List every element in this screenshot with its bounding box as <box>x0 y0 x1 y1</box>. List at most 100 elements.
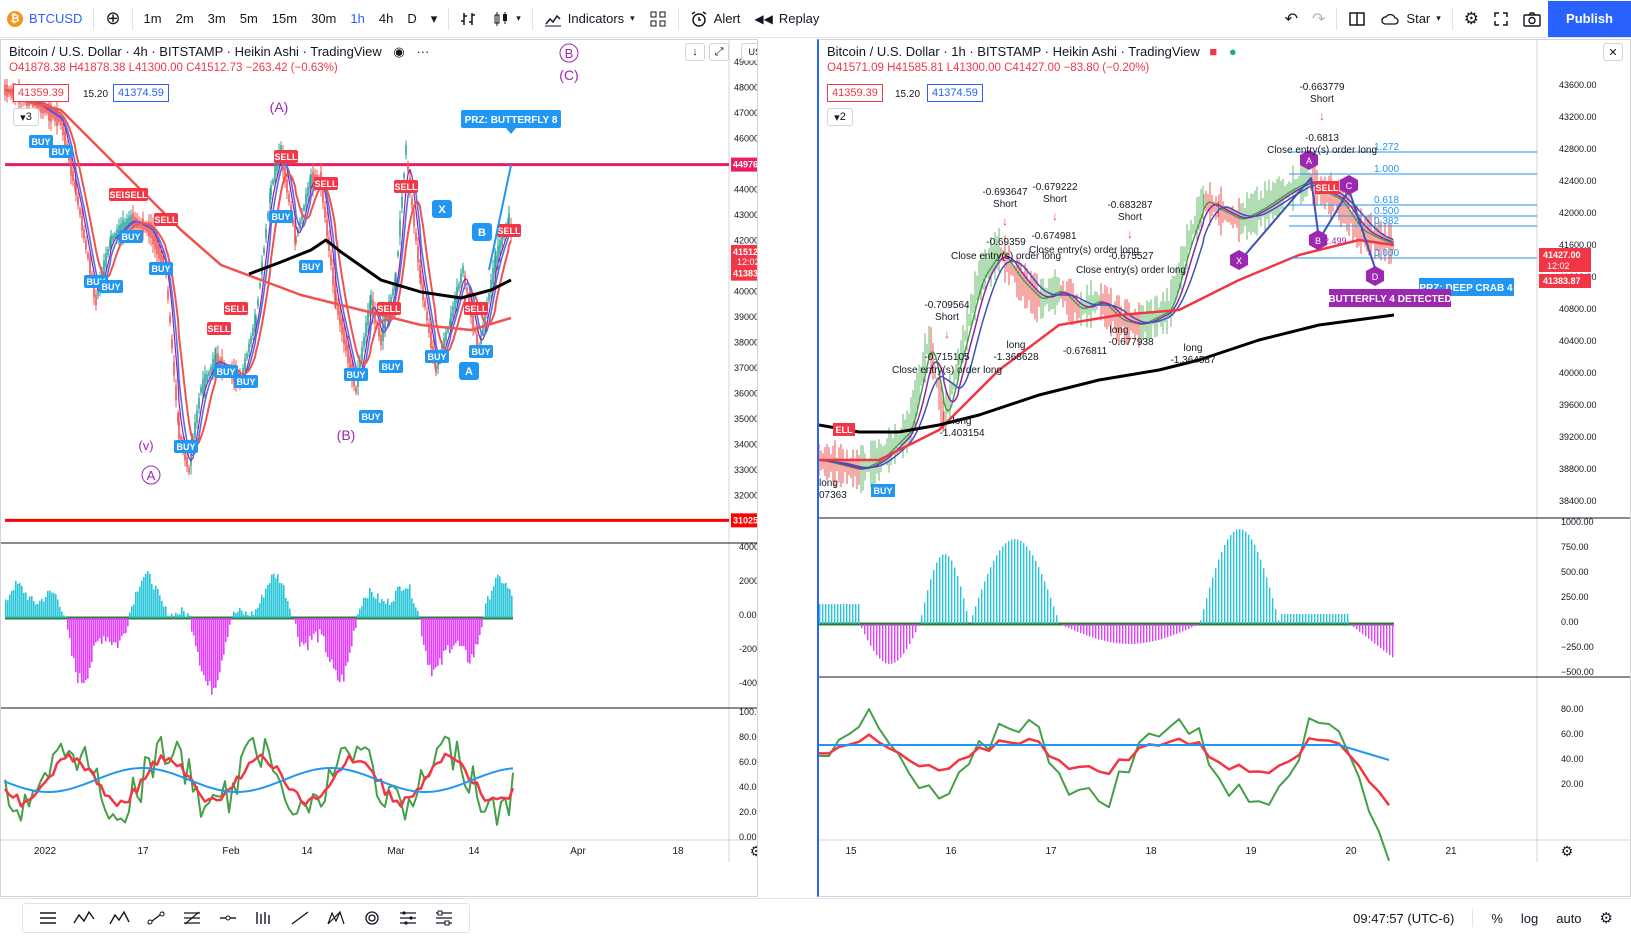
osc1-bar <box>11 590 13 618</box>
interval-3m[interactable]: 3m <box>207 11 226 26</box>
auto-toggle[interactable]: auto <box>1556 910 1582 926</box>
osc1-bar <box>1062 624 1064 626</box>
osc1-bar <box>825 604 827 624</box>
osc1-bar <box>409 584 411 618</box>
buy-signal-bg <box>359 410 383 423</box>
osc1-bar <box>975 606 977 624</box>
right-chart-canvas[interactable]: 43600.00 43200.00 42800.00 42400.00 42000.00… <box>819 40 1631 897</box>
last-price-label: 41427.00 <box>1543 250 1581 260</box>
right-ask-price[interactable]: 41374.59 <box>927 84 983 102</box>
interval-5m[interactable]: 5m <box>239 11 258 26</box>
price-tick-label: 40400.00 <box>1559 336 1597 346</box>
osc1-bar <box>960 586 962 624</box>
xabcd-icon[interactable] <box>325 909 347 927</box>
replay-button[interactable]: ◀◀ Replay <box>747 0 826 38</box>
alert-button[interactable]: Alert <box>683 0 748 38</box>
interval-30m[interactable]: 30m <box>311 11 337 26</box>
osc1-bar <box>485 603 487 618</box>
candle-body <box>87 253 89 259</box>
chevron-down-icon[interactable]: ▾ <box>430 10 438 26</box>
camera-icon[interactable] <box>1516 0 1548 38</box>
settings-gear-icon[interactable]: ⚙ <box>1463 8 1480 28</box>
left-chart-pane[interactable]: 49000.0048000.0047000.0046000.0045000.00… <box>0 39 758 897</box>
candle-body <box>70 157 72 176</box>
indicators-button[interactable]: Indicators ▾ <box>537 0 642 38</box>
fullscreen-icon[interactable] <box>1486 0 1516 38</box>
ray-icon[interactable] <box>289 909 311 927</box>
trend-line-icon[interactable] <box>145 909 167 927</box>
time-label: 20 <box>1345 846 1357 857</box>
interval-15m[interactable]: 15m <box>271 11 298 26</box>
osc1-bar <box>1242 529 1244 624</box>
right-bid-price[interactable]: 41359.39 <box>827 84 883 102</box>
osc1-bar <box>157 589 159 618</box>
layout-icon[interactable] <box>1341 0 1373 38</box>
candle-body <box>255 317 257 323</box>
menu-icon[interactable] <box>37 909 59 927</box>
undo-icon[interactable]: ↶ <box>1284 10 1299 28</box>
osc1-bar <box>119 618 121 641</box>
horizontal-line-icon[interactable] <box>217 909 239 927</box>
more-icon[interactable]: ··· <box>416 44 430 59</box>
sell-signal-bg <box>314 177 338 190</box>
templates-grid-icon[interactable] <box>642 0 674 38</box>
publish-button[interactable]: Publish <box>1548 0 1631 37</box>
live-dot-icon: ● <box>1228 44 1237 59</box>
maximize-icon[interactable]: ⤢ <box>709 43 729 61</box>
fib-icon[interactable] <box>181 909 203 927</box>
osc1-bar <box>1239 529 1241 624</box>
interval-1m[interactable]: 1m <box>143 11 162 26</box>
candle-body <box>52 111 54 118</box>
heikin-ashi-icon[interactable]: ▾ <box>485 0 528 38</box>
left-bid-price[interactable]: 41359.39 <box>13 84 69 102</box>
sell-signal: SELL <box>274 152 298 162</box>
flag-icon[interactable]: ■ <box>1209 44 1218 59</box>
chart-settings-gear-icon[interactable]: ⚙ <box>1599 910 1613 927</box>
scroll-down-icon[interactable]: ↓ <box>685 43 705 61</box>
cycle-icon[interactable] <box>361 909 383 927</box>
candle-body <box>146 224 148 232</box>
right-visibility-toggle[interactable]: ▾ 2 <box>827 108 853 126</box>
osc1-bar <box>83 618 85 684</box>
interval-D[interactable]: D <box>407 11 417 26</box>
interval-1h[interactable]: 1h <box>350 11 365 26</box>
interval-4h[interactable]: 4h <box>378 11 394 26</box>
candle-body <box>109 240 111 248</box>
time-label: 2022 <box>34 846 57 857</box>
time-label: 21 <box>1445 846 1457 857</box>
osc1-bar <box>421 618 423 637</box>
left-ask-price[interactable]: 41374.59 <box>113 84 169 102</box>
elliott-wave-icon[interactable] <box>109 909 131 927</box>
price-tick-label: 33000.00 <box>734 465 758 475</box>
percent-toggle[interactable]: % <box>1491 910 1503 926</box>
log-toggle[interactable]: log <box>1520 910 1539 926</box>
compare-add-icon[interactable]: ⊕ <box>105 8 121 28</box>
short-arrow-icon: ↓ <box>1002 214 1008 228</box>
eye-icon[interactable]: ◉ <box>393 44 405 59</box>
osc1-bar <box>1176 624 1178 634</box>
bar-style-icon[interactable] <box>453 0 485 38</box>
clock-time[interactable]: 09:47:57 (UTC-6) <box>1353 910 1455 926</box>
left-chart-canvas[interactable]: 49000.0048000.0047000.0046000.0045000.00… <box>1 40 758 897</box>
divider <box>1336 7 1338 30</box>
price-tick-label: 39600.00 <box>1559 400 1597 410</box>
save-layout-button[interactable]: Star ▾ <box>1373 0 1447 38</box>
osc1-bar <box>1272 598 1274 624</box>
right-chart-pane[interactable]: 43600.00 43200.00 42800.00 42400.00 42000.00… <box>817 39 1631 897</box>
candle-body <box>420 275 422 285</box>
list-icon[interactable] <box>397 909 419 927</box>
left-visibility-toggle[interactable]: ▾ 3 <box>13 108 39 126</box>
interval-2m[interactable]: 2m <box>175 11 194 26</box>
close-icon[interactable]: ✕ <box>1603 43 1623 61</box>
redo-icon[interactable]: ↷ <box>1312 10 1326 28</box>
candle-body <box>337 303 339 315</box>
candle-body <box>272 179 274 185</box>
osc1-bar <box>77 618 79 684</box>
buy-signal: BUY <box>381 362 400 372</box>
pattern-icon[interactable] <box>73 909 95 927</box>
symbol-search[interactable]: ₿ BTCUSD <box>0 0 89 38</box>
bars-pattern-icon[interactable] <box>253 909 275 927</box>
buy-signal-bg <box>234 375 258 388</box>
settings-list-icon[interactable] <box>433 909 455 927</box>
currency-selector[interactable]: USD <box>741 43 757 61</box>
